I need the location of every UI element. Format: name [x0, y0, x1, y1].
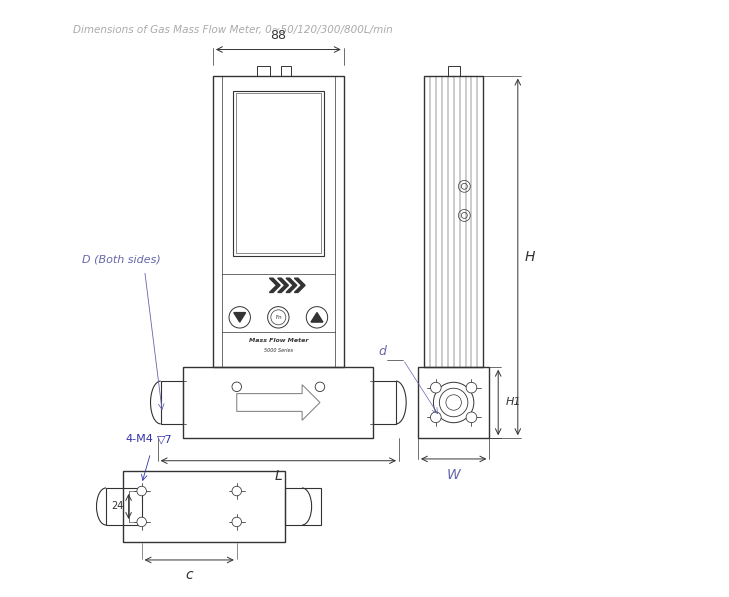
Bar [373, 381, 396, 424]
Text: 88: 88 [270, 29, 286, 42]
Polygon shape [295, 278, 305, 293]
Bar [286, 488, 321, 525]
Bar [448, 66, 459, 76]
Polygon shape [286, 278, 297, 293]
Circle shape [137, 487, 147, 496]
Text: d: d [378, 345, 386, 358]
Bar [106, 488, 141, 525]
Text: L: L [274, 469, 282, 483]
Circle shape [434, 382, 474, 423]
Text: 4-M4: 4-M4 [125, 434, 154, 444]
Circle shape [430, 382, 441, 393]
Bar [122, 471, 286, 542]
Bar [183, 367, 373, 438]
Polygon shape [270, 278, 280, 293]
Circle shape [315, 382, 324, 392]
Text: H1: H1 [505, 398, 521, 408]
Circle shape [232, 517, 241, 527]
Circle shape [430, 412, 441, 423]
Bar [281, 66, 291, 76]
Bar [213, 76, 343, 367]
Polygon shape [234, 313, 246, 322]
Text: D (Both sides): D (Both sides) [82, 255, 161, 265]
Bar [335, 76, 343, 367]
Circle shape [466, 382, 477, 393]
Circle shape [229, 307, 250, 328]
Polygon shape [311, 313, 323, 322]
Text: Fn: Fn [275, 315, 281, 320]
Polygon shape [237, 384, 320, 420]
Bar [424, 76, 483, 367]
Text: ▽7: ▽7 [157, 434, 172, 444]
Text: 24: 24 [112, 501, 124, 512]
Bar [233, 91, 324, 256]
Text: Mass Flow Meter: Mass Flow Meter [249, 338, 308, 343]
Polygon shape [278, 278, 289, 293]
Circle shape [459, 210, 470, 221]
Bar [213, 76, 222, 367]
Circle shape [466, 412, 477, 423]
Bar [418, 367, 489, 438]
Circle shape [232, 382, 241, 392]
Text: H: H [525, 250, 535, 264]
Text: Dimensions of Gas Mass Flow Meter, 0~50/120/300/800L/min: Dimensions of Gas Mass Flow Meter, 0~50/… [74, 25, 393, 35]
Text: 5000 Series: 5000 Series [264, 348, 293, 353]
Bar [160, 381, 183, 424]
Bar [236, 94, 321, 253]
Circle shape [459, 180, 470, 192]
Bar [257, 66, 270, 76]
Text: c: c [185, 568, 193, 582]
Text: W: W [447, 468, 461, 482]
Circle shape [137, 517, 147, 527]
Circle shape [232, 487, 241, 496]
Circle shape [268, 307, 289, 328]
Circle shape [306, 307, 327, 328]
